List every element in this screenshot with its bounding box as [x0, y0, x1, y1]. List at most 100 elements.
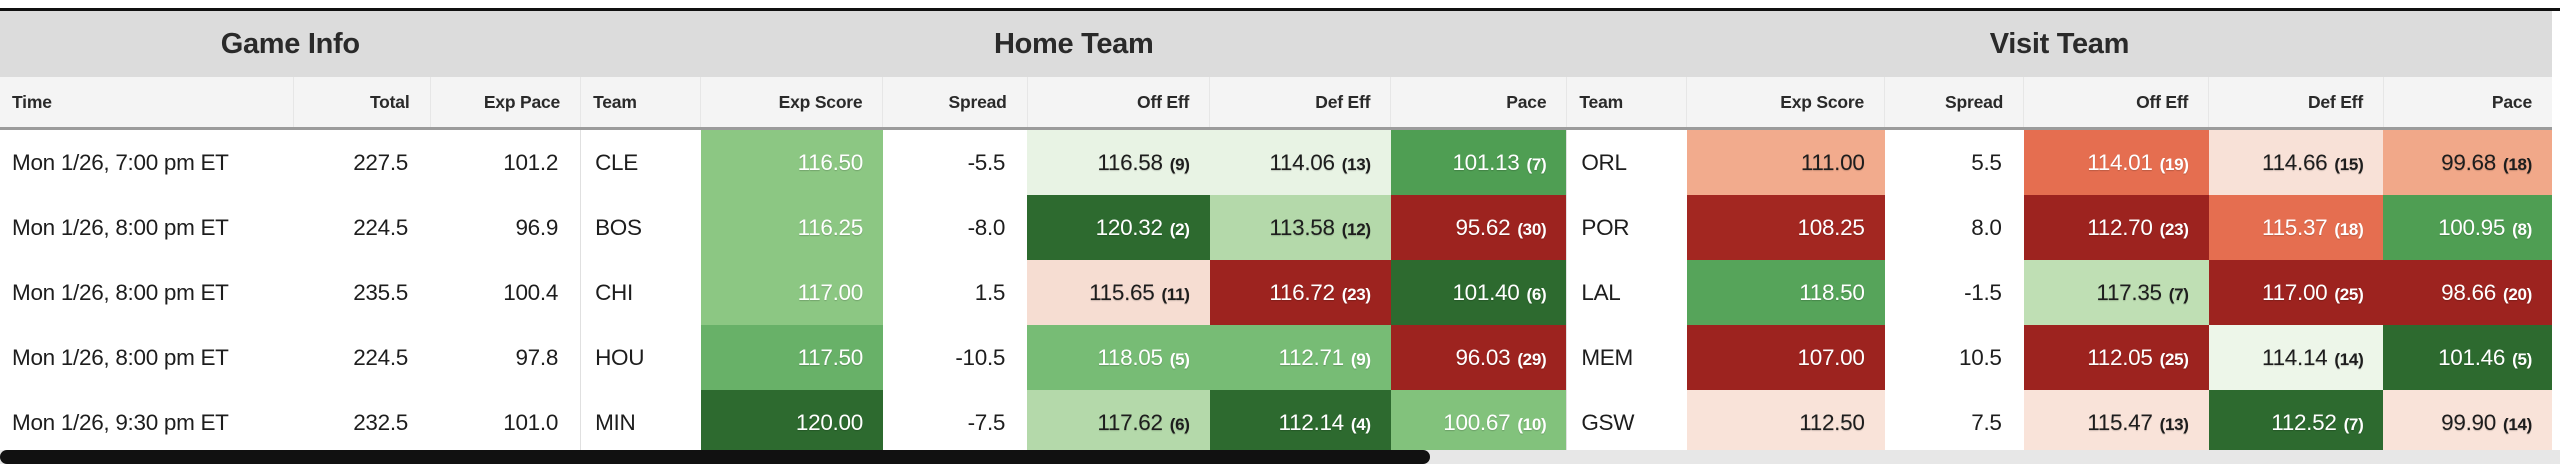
- visit-pace-cell: 99.90 (14): [2383, 390, 2552, 455]
- col-header-total: Total: [293, 77, 431, 130]
- visit-off-eff-cell: 112.70 (23): [2023, 195, 2209, 260]
- total-cell: 224.5: [353, 214, 408, 240]
- home-team-cell: BOS: [580, 195, 701, 260]
- cell-rank: (13): [1341, 154, 1371, 174]
- cell-rank: (7): [2343, 414, 2364, 434]
- time-cell: Mon 1/26, 9:30 pm ET: [12, 409, 229, 435]
- cell-value: 116.50: [797, 149, 864, 175]
- cell-rank: (5): [2512, 349, 2532, 369]
- horizontal-scrollbar-track[interactable]: [0, 450, 2560, 464]
- cell-rank: (23): [1341, 284, 1371, 304]
- section-header-home-team: Home Team: [580, 11, 1567, 77]
- horizontal-scrollbar-thumb[interactable]: [0, 450, 1430, 464]
- home-exp-score-cell: 116.50: [700, 128, 883, 195]
- visit-team-cell: LAL: [1566, 260, 1687, 325]
- home-pace-cell: 101.40 (6): [1390, 260, 1567, 325]
- home-off-eff-cell: 115.65 (11): [1027, 260, 1210, 325]
- cell-value: 114.14: [2262, 344, 2328, 370]
- home-team-cell: HOU: [580, 325, 701, 390]
- visit-exp-score-cell: 107.00: [1686, 325, 1885, 390]
- cell-rank: (14): [2334, 349, 2364, 369]
- home-spread-cell: -5.5: [967, 149, 1006, 175]
- visit-pace-cell: 100.95 (8): [2383, 195, 2552, 260]
- cell-rank: (7): [1526, 154, 1547, 174]
- cell-value: 114.06: [1269, 149, 1335, 175]
- cell-rank: (6): [1526, 284, 1547, 304]
- home-spread-cell: -10.5: [955, 344, 1006, 370]
- cell-value: 115.65: [1089, 279, 1155, 305]
- game-row: Mon 1/26, 8:00 pm ET 224.5 96.9 BOS 116.…: [0, 195, 2552, 260]
- cell-value: 101.13: [1452, 149, 1520, 175]
- visit-exp-score-cell: 111.00: [1686, 128, 1885, 195]
- game-row: Mon 1/26, 8:00 pm ET 224.5 97.8 HOU 117.…: [0, 325, 2552, 390]
- home-spread-cell: -7.5: [967, 409, 1006, 435]
- column-header-row: Time Total Exp Pace Team Exp Score Sprea…: [0, 77, 2552, 130]
- cell-value: 115.37: [2262, 214, 2328, 240]
- cell-value: 107.00: [1797, 344, 1865, 370]
- cell-value: 95.62: [1455, 214, 1511, 240]
- cell-rank: (20): [2502, 284, 2532, 304]
- col-header-home-exp-score: Exp Score: [700, 77, 884, 130]
- home-team-cell: CLE: [580, 128, 701, 195]
- visit-def-eff-cell: 115.37 (18): [2208, 195, 2384, 260]
- cell-rank: (30): [1517, 219, 1547, 239]
- games-table-body: Mon 1/26, 7:00 pm ET 227.5 101.2 CLE 116…: [0, 128, 2552, 455]
- total-cell: 224.5: [353, 344, 408, 370]
- col-header-home-def-eff: Def Eff: [1209, 77, 1392, 130]
- cell-rank: (25): [2334, 284, 2364, 304]
- home-pace-cell: 96.03 (29): [1390, 325, 1567, 390]
- cell-value: 120.00: [795, 409, 863, 435]
- visit-team-cell: POR: [1566, 195, 1687, 260]
- game-row: Mon 1/26, 7:00 pm ET 227.5 101.2 CLE 116…: [0, 128, 2552, 195]
- exp-pace-cell: 101.0: [503, 409, 559, 435]
- cell-value: 111.00: [1800, 149, 1865, 175]
- cell-rank: (9): [1169, 154, 1190, 174]
- cell-value: 99.68: [2441, 149, 2496, 175]
- home-exp-score-cell: 117.50: [700, 325, 883, 390]
- home-off-eff-cell: 120.32 (2): [1027, 195, 1210, 260]
- cell-rank: (6): [1169, 414, 1190, 434]
- total-cell: 235.5: [353, 279, 408, 305]
- visit-spread-cell: 7.5: [1971, 409, 2002, 435]
- home-def-eff-cell: 112.71 (9): [1209, 325, 1391, 390]
- top-gap: [0, 0, 2560, 8]
- visit-def-eff-cell: 114.14 (14): [2208, 325, 2384, 390]
- cell-rank: (9): [1350, 349, 1371, 369]
- visit-def-eff-cell: 114.66 (15): [2208, 128, 2384, 195]
- cell-value: 117.50: [797, 344, 864, 370]
- cell-value: 99.90: [2441, 409, 2496, 435]
- cell-value: 101.46: [2438, 344, 2506, 370]
- cell-value: 117.00: [2262, 279, 2328, 305]
- home-off-eff-cell: 118.05 (5): [1027, 325, 1210, 390]
- home-exp-score-cell: 116.25: [700, 195, 883, 260]
- cell-value: 100.67: [1443, 409, 1511, 435]
- section-header-game-info: Game Info: [0, 11, 581, 77]
- cell-value: 108.25: [1797, 214, 1865, 240]
- top-divider: [0, 8, 2560, 11]
- col-header-time: Time: [0, 77, 294, 130]
- visit-exp-score-cell: 108.25: [1686, 195, 1885, 260]
- home-def-eff-cell: 116.72 (23): [1209, 260, 1391, 325]
- time-cell: Mon 1/26, 8:00 pm ET: [12, 279, 229, 305]
- visit-pace-cell: 98.66 (20): [2383, 260, 2552, 325]
- cell-rank: (18): [2502, 154, 2532, 174]
- cell-rank: (10): [1517, 414, 1547, 434]
- visit-exp-score-cell: 118.50: [1686, 260, 1885, 325]
- visit-spread-cell: 10.5: [1959, 344, 2002, 370]
- home-spread-cell: -8.0: [967, 214, 1006, 240]
- visit-spread-cell: 8.0: [1971, 214, 2002, 240]
- total-cell: 227.5: [353, 149, 408, 175]
- cell-value: 116.58: [1097, 149, 1163, 175]
- cell-value: 117.00: [797, 279, 864, 305]
- home-team-cell: MIN: [580, 390, 701, 455]
- cell-value: 115.47: [2087, 409, 2153, 435]
- visit-off-eff-cell: 112.05 (25): [2023, 325, 2209, 390]
- cell-value: 116.72: [1269, 279, 1335, 305]
- col-header-visit-spread: Spread: [1884, 77, 2025, 130]
- time-cell: Mon 1/26, 7:00 pm ET: [12, 149, 229, 175]
- home-spread-cell: 1.5: [974, 279, 1006, 305]
- cell-value: 118.50: [1799, 279, 1865, 305]
- cell-value: 113.58: [1269, 214, 1335, 240]
- cell-rank: (2): [1169, 219, 1190, 239]
